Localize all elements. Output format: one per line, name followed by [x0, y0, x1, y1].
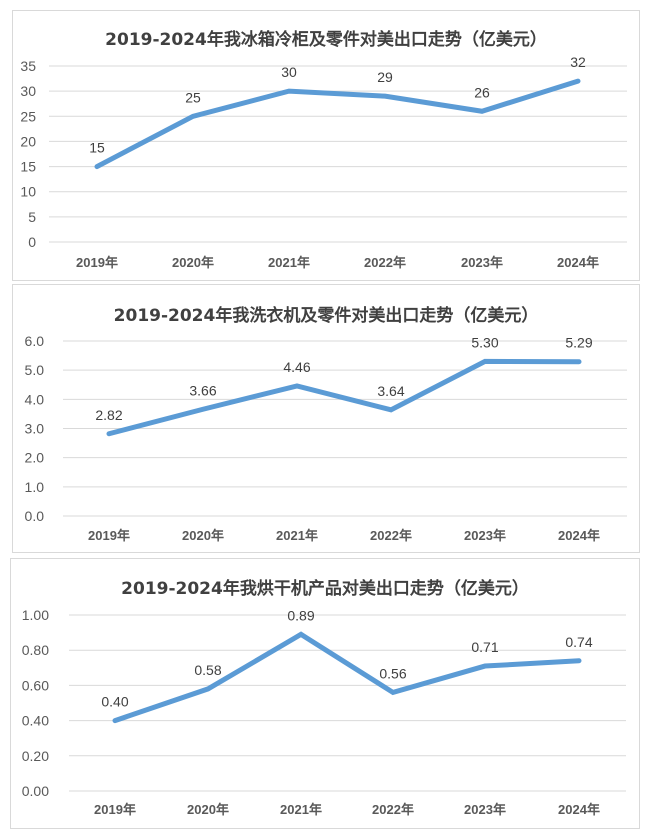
data-label: 0.58	[194, 662, 221, 678]
x-tick-label: 2024年	[558, 802, 600, 817]
y-tick-label: 15	[20, 159, 36, 175]
data-label: 4.46	[283, 359, 310, 375]
data-label: 5.30	[471, 334, 498, 350]
y-tick-label: 3.0	[25, 421, 45, 437]
data-label: 32	[570, 54, 586, 70]
y-tick-label: 0.20	[22, 748, 49, 764]
x-tick-label: 2022年	[372, 802, 414, 817]
x-tick-label: 2020年	[182, 528, 224, 543]
series-line	[112, 631, 582, 724]
x-tick-label: 2023年	[461, 255, 503, 270]
x-tick-label: 2023年	[464, 528, 506, 543]
y-tick-label: 30	[20, 83, 36, 99]
y-tick-label: 0.0	[25, 508, 45, 524]
data-label: 26	[474, 84, 490, 100]
data-label: 0.71	[471, 639, 498, 655]
y-tick-label: 1.00	[22, 607, 49, 623]
y-tick-label: 25	[20, 108, 36, 124]
data-label: 0.74	[565, 634, 592, 650]
y-tick-label: 0	[28, 234, 36, 250]
x-tick-label: 2020年	[187, 802, 229, 817]
series-line	[94, 78, 581, 170]
y-tick-label: 0.80	[22, 642, 49, 658]
x-tick-label: 2019年	[94, 802, 136, 817]
series-line	[106, 358, 582, 437]
data-label: 0.56	[379, 665, 406, 681]
data-label: 5.29	[565, 335, 592, 351]
data-label: 30	[281, 64, 297, 80]
x-tick-label: 2023年	[464, 802, 506, 817]
x-tick-label: 2021年	[268, 255, 310, 270]
chart-panel-dryers: 2019-2024年我烘干机产品对美出口走势（亿美元）	[10, 558, 640, 829]
y-tick-label: 35	[20, 58, 36, 74]
data-label: 0.89	[287, 607, 314, 623]
data-label: 29	[377, 69, 393, 85]
x-tick-label: 2021年	[276, 528, 318, 543]
y-tick-label: 10	[20, 184, 36, 200]
chart-title: 2019-2024年我洗衣机及零件对美出口走势（亿美元）	[113, 306, 539, 326]
data-label: 3.66	[189, 382, 216, 398]
x-tick-label: 2024年	[558, 528, 600, 543]
y-tick-label: 2.0	[25, 450, 45, 466]
chart-title: 2019-2024年我烘干机产品对美出口走势（亿美元）	[121, 579, 529, 599]
chart-title: 2019-2024年我冰箱冷柜及零件对美出口走势（亿美元）	[105, 30, 547, 50]
x-tick-label: 2024年	[557, 255, 599, 270]
x-tick-label: 2021年	[280, 802, 322, 817]
y-tick-label: 20	[20, 133, 36, 149]
y-tick-label: 5	[28, 209, 36, 225]
x-tick-label: 2019年	[88, 528, 130, 543]
y-tick-label: 0.40	[22, 713, 49, 729]
y-tick-label: 0.00	[22, 783, 49, 799]
data-label: 3.64	[377, 383, 404, 399]
y-tick-label: 1.0	[25, 479, 45, 495]
y-tick-label: 4.0	[25, 391, 45, 407]
data-label: 25	[185, 89, 201, 105]
chart-panel-refrigerators: 2019-2024年我冰箱冷柜及零件对美出口走势（亿美元）	[12, 10, 640, 281]
data-label: 0.40	[101, 694, 128, 710]
y-tick-label: 5.0	[25, 362, 45, 378]
data-label: 15	[89, 140, 105, 156]
data-label: 2.82	[95, 407, 122, 423]
chart-panel-washing-machines: 2019-2024年我洗衣机及零件对美出口走势（亿美元）	[12, 284, 640, 553]
x-tick-label: 2019年	[76, 255, 118, 270]
x-tick-label: 2022年	[370, 528, 412, 543]
y-tick-label: 0.60	[22, 677, 49, 693]
y-tick-label: 6.0	[25, 333, 45, 349]
x-tick-label: 2022年	[364, 255, 406, 270]
x-tick-label: 2020年	[172, 255, 214, 270]
